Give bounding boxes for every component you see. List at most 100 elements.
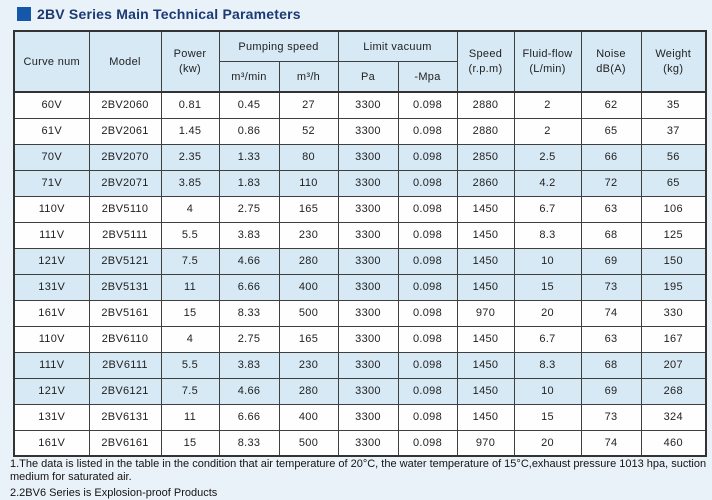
cell-power: 4 — [160, 195, 220, 223]
cell-weight: 125 — [640, 221, 707, 249]
header-limit-vacuum: Limit vacuum — [337, 30, 458, 62]
cell-model: 2BV6110 — [88, 325, 162, 353]
cell-speed: 2880 — [456, 117, 515, 145]
cell-noise: 72 — [580, 169, 642, 197]
footnote-1: 1.The data is listed in the table in the… — [10, 458, 707, 483]
table-row: 110V 2BV5110 4 2.75 165 3300 0.098 1450 6.7 63 106 — [13, 195, 707, 223]
cell-weight: 65 — [640, 169, 707, 197]
cell-model: 2BV5131 — [88, 273, 162, 301]
cell-weight: 35 — [640, 91, 707, 119]
cell-curve-num: 70V — [13, 143, 90, 171]
cell-m3-per-h: 80 — [278, 143, 339, 171]
cell-model: 2BV6111 — [88, 351, 162, 379]
cell-noise: 63 — [580, 325, 642, 353]
cell-weight: 37 — [640, 117, 707, 145]
cell-pa: 3300 — [337, 429, 399, 457]
cell-noise: 63 — [580, 195, 642, 223]
header-power-line2: (kw) — [179, 62, 201, 75]
cell-curve-num: 121V — [13, 247, 90, 275]
cell-pa: 3300 — [337, 143, 399, 171]
cell-curve-num: 161V — [13, 429, 90, 457]
header-pumping-speed: Pumping speed — [218, 30, 339, 62]
cell-speed: 1450 — [456, 325, 515, 353]
cell-mpa: 0.098 — [397, 429, 458, 457]
cell-noise: 69 — [580, 377, 642, 405]
header-curve-num: Curve num — [13, 30, 90, 93]
cell-m3-per-min: 6.66 — [218, 403, 280, 431]
cell-m3-per-min: 6.66 — [218, 273, 280, 301]
header-m3-per-min: m³/min — [218, 61, 280, 93]
cell-pa: 3300 — [337, 351, 399, 379]
table-row: 110V 2BV6110 4 2.75 165 3300 0.098 1450 6.7 63 167 — [13, 325, 707, 353]
cell-pa: 3300 — [337, 247, 399, 275]
cell-mpa: 0.098 — [397, 195, 458, 223]
header-noise-line1: Noise — [596, 47, 626, 60]
cell-m3-per-h: 500 — [278, 299, 339, 327]
cell-fluid-flow: 4.2 — [513, 169, 582, 197]
title-bullet-icon — [17, 7, 31, 21]
cell-noise: 62 — [580, 91, 642, 119]
header-noise: Noise dB(A) — [580, 30, 642, 93]
cell-m3-per-h: 500 — [278, 429, 339, 457]
cell-weight: 330 — [640, 299, 707, 327]
cell-m3-per-h: 280 — [278, 377, 339, 405]
cell-fluid-flow: 10 — [513, 377, 582, 405]
table-row: 70V 2BV2070 2.35 1.33 80 3300 0.098 2850 2.5 66 56 — [13, 143, 707, 171]
cell-mpa: 0.098 — [397, 169, 458, 197]
cell-m3-per-h: 52 — [278, 117, 339, 145]
cell-pa: 3300 — [337, 195, 399, 223]
table-row: 121V 2BV5121 7.5 4.66 280 3300 0.098 1450 10 69 15… — [13, 247, 707, 275]
cell-power: 11 — [160, 403, 220, 431]
cell-power: 15 — [160, 299, 220, 327]
cell-noise: 68 — [580, 221, 642, 249]
cell-fluid-flow: 15 — [513, 273, 582, 301]
cell-curve-num: 111V — [13, 221, 90, 249]
cell-speed: 2880 — [456, 91, 515, 119]
table-row: 61V 2BV2061 1.45 0.86 52 3300 0.098 2880 2 65 37 — [13, 117, 707, 145]
cell-model: 2BV2060 — [88, 91, 162, 119]
cell-m3-per-min: 3.83 — [218, 221, 280, 249]
cell-speed: 2850 — [456, 143, 515, 171]
header-row-2: m³/min m³/h Pa -Mpa — [14, 61, 706, 93]
cell-curve-num: 61V — [13, 117, 90, 145]
cell-pa: 3300 — [337, 403, 399, 431]
header-row-1: Curve num Model Power (kw) Pumping speed… — [13, 30, 707, 93]
header-power-line1: Power — [173, 47, 207, 60]
cell-mpa: 0.098 — [397, 351, 458, 379]
cell-curve-num: 71V — [13, 169, 90, 197]
cell-weight: 195 — [640, 273, 707, 301]
cell-power: 2.35 — [160, 143, 220, 171]
cell-power: 4 — [160, 325, 220, 353]
table-row: 131V 2BV6131 11 6.66 400 3300 0.098 1450 15 73 324 — [13, 403, 707, 431]
table-row: 161V 2BV6161 15 8.33 500 3300 0.098 970 20 74 460 — [13, 429, 707, 457]
cell-speed: 2860 — [456, 169, 515, 197]
footnotes: 1.The data is listed in the table in the… — [10, 458, 710, 500]
header-speed-line2: (r.p.m) — [468, 62, 503, 75]
cell-m3-per-h: 400 — [278, 403, 339, 431]
cell-m3-per-min: 0.86 — [218, 117, 280, 145]
cell-weight: 150 — [640, 247, 707, 275]
cell-m3-per-min: 4.66 — [218, 247, 280, 275]
table-row: 161V 2BV5161 15 8.33 500 3300 0.098 970 20 74 330 — [13, 299, 707, 327]
cell-weight: 106 — [640, 195, 707, 223]
cell-noise: 66 — [580, 143, 642, 171]
header-speed: Speed (r.p.m) — [456, 30, 515, 93]
cell-power: 1.45 — [160, 117, 220, 145]
cell-weight: 324 — [640, 403, 707, 431]
cell-mpa: 0.098 — [397, 325, 458, 353]
table-row: 121V 2BV6121 7.5 4.66 280 3300 0.098 1450 10 69 26… — [13, 377, 707, 405]
header-fluid-flow-line2: (L/min) — [529, 62, 566, 75]
cell-power: 0.81 — [160, 91, 220, 119]
cell-noise: 68 — [580, 351, 642, 379]
cell-pa: 3300 — [337, 117, 399, 145]
cell-mpa: 0.098 — [397, 143, 458, 171]
table-header: Curve num Model Power (kw) Pumping speed… — [13, 30, 707, 93]
cell-mpa: 0.098 — [397, 117, 458, 145]
cell-pa: 3300 — [337, 221, 399, 249]
cell-curve-num: 131V — [13, 403, 90, 431]
header-model: Model — [88, 30, 162, 93]
cell-curve-num: 110V — [13, 195, 90, 223]
cell-fluid-flow: 2.5 — [513, 143, 582, 171]
cell-curve-num: 121V — [13, 377, 90, 405]
cell-mpa: 0.098 — [397, 377, 458, 405]
